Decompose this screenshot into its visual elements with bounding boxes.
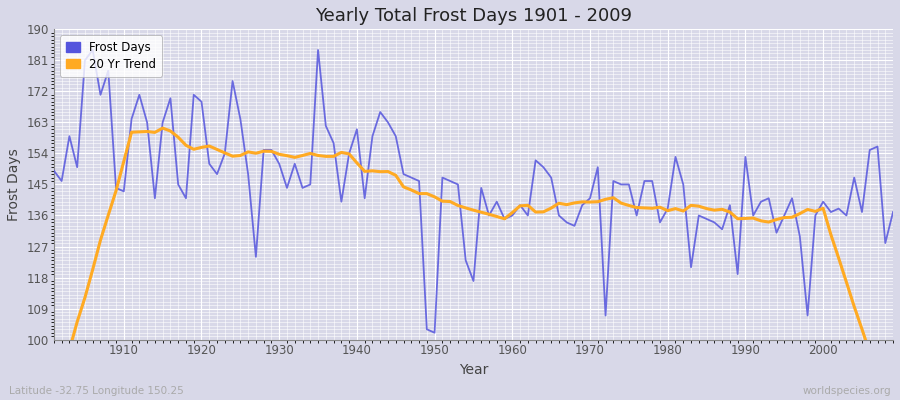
X-axis label: Year: Year: [459, 363, 488, 377]
Title: Yearly Total Frost Days 1901 - 2009: Yearly Total Frost Days 1901 - 2009: [315, 7, 632, 25]
Legend: Frost Days, 20 Yr Trend: Frost Days, 20 Yr Trend: [59, 35, 162, 76]
Text: Latitude -32.75 Longitude 150.25: Latitude -32.75 Longitude 150.25: [9, 386, 184, 396]
Text: worldspecies.org: worldspecies.org: [803, 386, 891, 396]
Y-axis label: Frost Days: Frost Days: [7, 148, 21, 221]
